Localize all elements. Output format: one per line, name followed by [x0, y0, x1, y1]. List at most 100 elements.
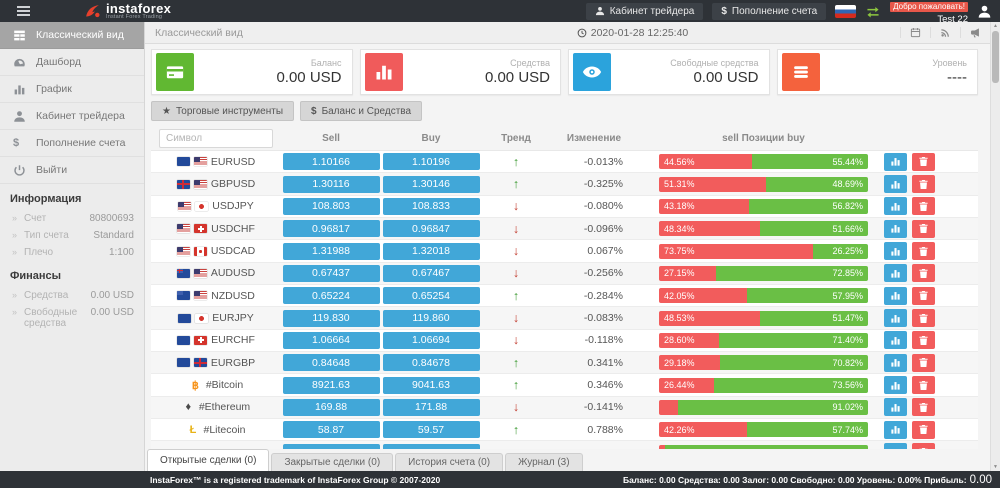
- buy-price-button[interactable]: 59.57: [383, 421, 480, 438]
- sell-positions: 48.34%: [659, 221, 760, 236]
- open-chart-button[interactable]: [884, 421, 907, 439]
- buy-price-button[interactable]: 0.67467: [383, 265, 480, 282]
- remove-instrument-button[interactable]: [912, 197, 935, 215]
- tab[interactable]: История счета (0): [395, 453, 503, 471]
- sidebar-item[interactable]: Дашборд: [0, 49, 144, 76]
- buy-price-button[interactable]: 0.96847: [383, 220, 480, 237]
- buy-positions: 72.85%: [716, 266, 868, 281]
- instrument-row: GBPUSD 1.30116 1.30146 ↑ -0.325% 51.31% …: [151, 173, 978, 195]
- buy-price-button[interactable]: 9041.63: [383, 377, 480, 394]
- info-row: » Средства 0.00 USD: [0, 287, 144, 304]
- sidebar-item[interactable]: Выйти: [0, 157, 144, 184]
- sell-price-button[interactable]: 0.65224: [283, 287, 380, 304]
- sell-price-button[interactable]: 0.67437: [283, 265, 380, 282]
- change-value: -0.284%: [551, 290, 637, 302]
- open-chart-button[interactable]: [884, 197, 907, 215]
- buy-price-button[interactable]: 1.10196: [383, 153, 480, 170]
- sell-price-button[interactable]: 0.96817: [283, 220, 380, 237]
- open-chart-button[interactable]: [884, 398, 907, 416]
- sell-price-button[interactable]: 1.06664: [283, 332, 380, 349]
- sell-price-button[interactable]: 0.84648: [283, 354, 380, 371]
- sidebar-item[interactable]: Классический вид: [0, 22, 144, 49]
- remove-instrument-button[interactable]: [912, 354, 935, 372]
- remove-instrument-button[interactable]: [912, 220, 935, 238]
- buy-price-button[interactable]: 108.833: [383, 198, 480, 215]
- sell-price-button[interactable]: 119.830: [283, 310, 380, 327]
- remove-instrument-button[interactable]: [912, 421, 935, 439]
- eye-icon: [573, 53, 611, 91]
- symbol-cell: USDCHF: [151, 223, 281, 235]
- sell-price-button[interactable]: 58.87: [283, 421, 380, 438]
- buy-price-button[interactable]: 119.860: [383, 310, 480, 327]
- sell-price-button[interactable]: 108.803: [283, 198, 380, 215]
- rss-icon[interactable]: [930, 27, 960, 38]
- us-flag-icon: [194, 157, 207, 166]
- ru-flag-icon[interactable]: [835, 5, 856, 18]
- calendar-icon[interactable]: [900, 27, 930, 38]
- sell-price-button[interactable]: 169.88: [283, 399, 380, 416]
- remove-instrument-button[interactable]: [912, 376, 935, 394]
- eu-flag-icon: [177, 358, 190, 367]
- instrument-row: EURGBP 0.84648 0.84678 ↑ 0.341% 29.18% 7…: [151, 352, 978, 374]
- remove-instrument-button[interactable]: [912, 175, 935, 193]
- sell-price-button[interactable]: 1.31988: [283, 243, 380, 260]
- remove-instrument-button[interactable]: [912, 287, 935, 305]
- open-chart-button[interactable]: [884, 220, 907, 238]
- open-chart-button[interactable]: [884, 376, 907, 394]
- tab[interactable]: Открытые сделки (0): [147, 449, 269, 471]
- megaphone-icon[interactable]: [960, 27, 990, 38]
- remove-instrument-button[interactable]: [912, 264, 935, 282]
- symbol-name: NZDUSD: [211, 290, 255, 302]
- sidebar-item[interactable]: График: [0, 76, 144, 103]
- card-value: 0.00 USD: [276, 69, 341, 86]
- open-chart-button[interactable]: [884, 242, 907, 260]
- open-chart-button[interactable]: [884, 309, 907, 327]
- remove-instrument-button[interactable]: [912, 398, 935, 416]
- col-header-change: Изменение: [551, 133, 637, 144]
- sell-positions: 42.05%: [659, 288, 747, 303]
- sidebar-item[interactable]: $ Пополнение счета: [0, 130, 144, 157]
- remove-instrument-button[interactable]: [912, 242, 935, 260]
- sell-price-button[interactable]: 1.10166: [283, 153, 380, 170]
- buy-price-button[interactable]: 171.88: [383, 399, 480, 416]
- deposit-button[interactable]: $ Пополнение счета: [712, 3, 826, 20]
- swap-arrows-icon[interactable]: [865, 5, 881, 18]
- remove-instrument-button[interactable]: [912, 331, 935, 349]
- scroll-down-icon[interactable]: ▼: [991, 464, 1000, 470]
- tab[interactable]: Журнал (3): [505, 453, 583, 471]
- sell-positions: 73.75%: [659, 244, 813, 259]
- buy-price-button[interactable]: 1.30146: [383, 176, 480, 193]
- open-chart-button[interactable]: [884, 287, 907, 305]
- scrollbar-thumb[interactable]: [992, 31, 999, 83]
- open-chart-button[interactable]: [884, 264, 907, 282]
- buy-price-button[interactable]: 1.06694: [383, 332, 480, 349]
- hamburger-menu-icon[interactable]: [0, 0, 46, 22]
- content: Баланс 0.00 USD Средства 0.00 USD Свобод…: [145, 44, 990, 449]
- quotes-table: Sell Buy Тренд Изменение sell Позиции bu…: [151, 126, 978, 449]
- sell-price-button[interactable]: 1.30116: [283, 176, 380, 193]
- user-avatar-icon[interactable]: [977, 4, 992, 19]
- buy-price-button[interactable]: 0.84678: [383, 354, 480, 371]
- tab[interactable]: Закрытые сделки (0): [271, 453, 393, 471]
- positions-bar: 42.05% 57.95%: [659, 288, 868, 303]
- open-chart-button[interactable]: [884, 331, 907, 349]
- sidebar-item[interactable]: Кабинет трейдера: [0, 103, 144, 130]
- scroll-up-icon[interactable]: ▲: [991, 23, 1000, 29]
- trader-cabinet-button[interactable]: Кабинет трейдера: [586, 3, 704, 20]
- buy-price-button[interactable]: 0.65254: [383, 287, 480, 304]
- open-chart-button[interactable]: [884, 354, 907, 372]
- open-chart-button[interactable]: [884, 175, 907, 193]
- remove-instrument-button[interactable]: [912, 153, 935, 171]
- open-chart-button[interactable]: [884, 153, 907, 171]
- sidebar-item-label: График: [36, 83, 72, 95]
- sell-price-button[interactable]: 8921.63: [283, 377, 380, 394]
- scrollbar[interactable]: ▲ ▼: [990, 22, 1000, 471]
- remove-instrument-button[interactable]: [912, 309, 935, 327]
- nz-flag-icon: [177, 291, 190, 300]
- toolbar-button[interactable]: ★Торговые инструменты: [151, 101, 294, 121]
- trend-down-icon: ↓: [513, 199, 519, 213]
- toolbar-button[interactable]: $Баланс и Средства: [300, 101, 422, 121]
- symbol-filter-input[interactable]: [159, 129, 273, 148]
- buy-price-button[interactable]: 1.32018: [383, 243, 480, 260]
- eu-flag-icon: [177, 336, 190, 345]
